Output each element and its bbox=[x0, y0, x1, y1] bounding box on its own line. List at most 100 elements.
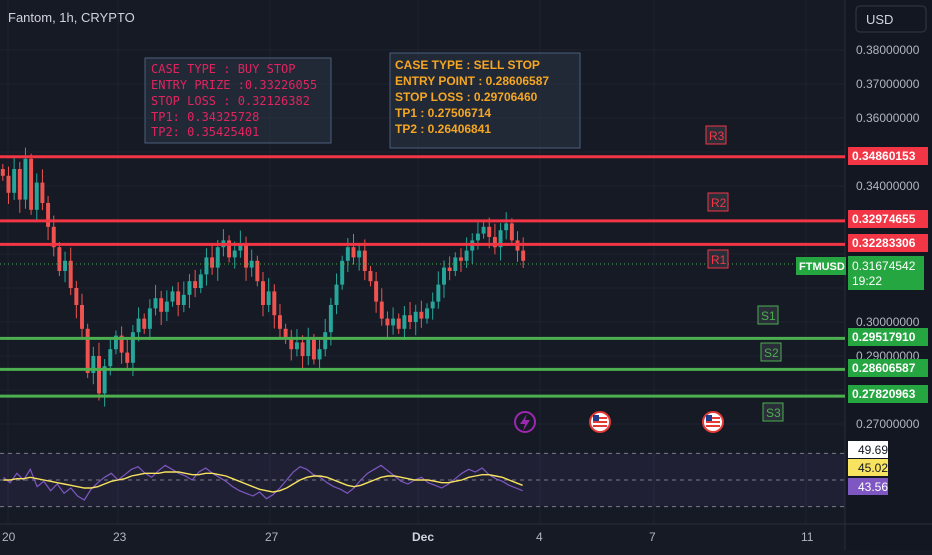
s1-price-tag: 0.29517910 bbox=[852, 330, 916, 344]
sell-stop-tp1: TP1 : 0.27506714 bbox=[395, 106, 491, 120]
candle-body bbox=[504, 223, 509, 231]
candle-body bbox=[464, 250, 469, 261]
s3-price-tag: 0.27820963 bbox=[852, 387, 916, 401]
candle-body bbox=[198, 274, 203, 288]
chart-title: Fantom, 1h, CRYPTO bbox=[8, 10, 135, 25]
candle-body bbox=[147, 308, 152, 329]
us-flag-icon[interactable] bbox=[702, 411, 724, 433]
candle-body bbox=[430, 301, 435, 309]
sell-stop-box[interactable] bbox=[389, 52, 581, 149]
candle-body bbox=[80, 305, 84, 329]
r3-label: R3 bbox=[709, 129, 725, 143]
buy-stop-tp2: TP2: 0.35425401 bbox=[151, 125, 259, 139]
r3-price-tag: 0.34860153 bbox=[852, 149, 916, 163]
candle-body bbox=[419, 311, 424, 319]
candle-body bbox=[244, 243, 249, 268]
s1-label: S1 bbox=[761, 309, 776, 323]
candle-body bbox=[521, 250, 526, 261]
candle-body bbox=[130, 332, 135, 363]
price-tick: 0.38000000 bbox=[856, 43, 920, 57]
candle-body bbox=[176, 291, 181, 305]
candle-body bbox=[261, 281, 265, 305]
candle-body bbox=[136, 318, 141, 333]
candle-body bbox=[306, 339, 311, 356]
sell-stop-stop-loss: STOP LOSS : 0.29706460 bbox=[395, 90, 538, 104]
candle-body bbox=[210, 257, 215, 268]
candle-body bbox=[51, 226, 56, 248]
candle-body bbox=[164, 301, 169, 312]
us-flag-icon[interactable] bbox=[589, 411, 611, 433]
time-tick: 20 bbox=[2, 530, 16, 544]
candle-body bbox=[91, 356, 96, 373]
symbol-tag: FTMUSD bbox=[799, 261, 845, 273]
rsi-line bbox=[3, 464, 523, 501]
r3-label-box bbox=[705, 125, 727, 145]
sell-stop-entry: ENTRY POINT : 0.28606587 bbox=[395, 74, 549, 88]
currency-button-frame[interactable] bbox=[855, 5, 927, 33]
candle-body bbox=[227, 240, 232, 258]
candle-body bbox=[193, 281, 198, 288]
currency-button[interactable]: USD bbox=[866, 12, 893, 27]
candle-body bbox=[402, 315, 407, 329]
s3-price-tag-box bbox=[848, 385, 928, 403]
r1-label-box bbox=[707, 249, 729, 269]
candle-body bbox=[125, 352, 130, 363]
symbol-tag-box bbox=[796, 257, 846, 275]
candle-body bbox=[317, 349, 322, 360]
price-tick: 0.34000000 bbox=[856, 179, 920, 193]
candle-body bbox=[34, 182, 39, 210]
candle-body bbox=[498, 230, 503, 248]
candle-body bbox=[374, 281, 379, 302]
candle-body bbox=[357, 250, 362, 258]
rsi-tag-box bbox=[848, 441, 888, 458]
candle-body bbox=[328, 305, 333, 333]
candle-body bbox=[408, 315, 413, 322]
candle-body bbox=[57, 247, 62, 271]
time-tick: Dec bbox=[412, 530, 434, 544]
candle-body bbox=[159, 298, 164, 312]
candle-body bbox=[215, 247, 220, 268]
candle-body bbox=[379, 301, 384, 319]
candle-body bbox=[294, 342, 299, 350]
buy-stop-box[interactable] bbox=[144, 57, 332, 144]
r1-price-tag: 0.32283306 bbox=[852, 236, 916, 250]
s1-price-tag-box bbox=[848, 328, 928, 346]
rsi-ma-line bbox=[3, 471, 523, 493]
candle-body bbox=[249, 260, 254, 268]
candle-body bbox=[509, 223, 514, 241]
time-tick: 11 bbox=[801, 530, 814, 544]
candle-body bbox=[323, 332, 328, 350]
candle-body bbox=[85, 328, 90, 373]
candle-body bbox=[266, 291, 271, 305]
candle-body bbox=[153, 298, 158, 309]
rsi-ma-tag: 45.02 bbox=[858, 461, 888, 475]
rsi-tag: 49.69 bbox=[858, 443, 888, 457]
s2-label: S2 bbox=[764, 346, 779, 360]
r2-price-tag: 0.32974655 bbox=[852, 212, 916, 226]
candle-body bbox=[170, 291, 175, 302]
time-tick: 23 bbox=[113, 530, 127, 544]
candle-body bbox=[181, 294, 186, 305]
candle-body bbox=[334, 284, 339, 305]
s2-label-box bbox=[760, 342, 782, 362]
s2-price-tag: 0.28606587 bbox=[852, 361, 916, 375]
s3-label-box bbox=[762, 402, 784, 422]
candle-body bbox=[289, 339, 294, 350]
s1-label-box bbox=[757, 305, 779, 325]
candle-body bbox=[436, 284, 441, 302]
candle-body bbox=[283, 328, 288, 339]
candle-body bbox=[340, 260, 345, 285]
sell-stop-tp2: TP2 : 0.26406841 bbox=[395, 122, 491, 136]
candle-body bbox=[238, 243, 243, 251]
candle-body bbox=[425, 308, 430, 319]
lightning-icon[interactable] bbox=[514, 411, 536, 433]
price-tick: 0.36000000 bbox=[856, 111, 920, 125]
candle-body bbox=[458, 257, 463, 261]
r2-label-box bbox=[707, 192, 729, 212]
level-lines bbox=[0, 155, 845, 398]
candle-body bbox=[311, 339, 316, 360]
candle-body bbox=[475, 233, 480, 241]
s2-price-tag-box bbox=[848, 359, 928, 377]
